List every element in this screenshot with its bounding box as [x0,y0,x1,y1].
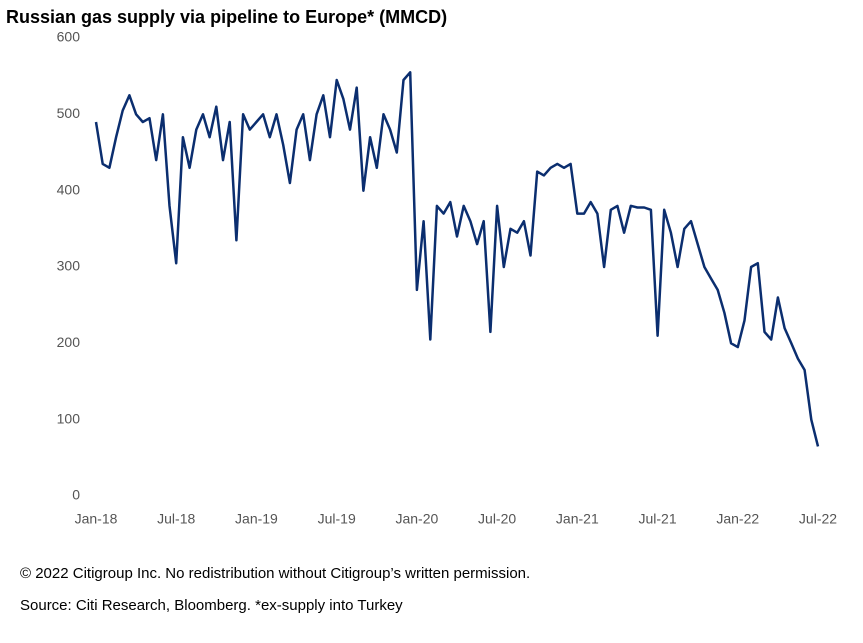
y-tick-label: 200 [57,334,81,350]
x-tick-label: Jul-21 [638,511,676,527]
x-tick-label: Jan-22 [716,511,759,527]
x-tick-label: Jul-22 [799,511,837,527]
x-tick-label: Jan-20 [395,511,438,527]
y-tick-label: 600 [57,29,81,45]
x-tick-label: Jan-18 [75,511,118,527]
x-tick-label: Jul-20 [478,511,516,527]
x-tick-label: Jan-21 [556,511,599,527]
copyright: © 2022 Citigroup Inc. No redistribution … [20,565,530,582]
x-tick-label: Jan-19 [235,511,278,527]
y-tick-label: 100 [57,410,81,426]
chart-title: Russian gas supply via pipeline to Europ… [6,7,447,27]
source: Source: Citi Research, Bloomberg. *ex-su… [20,597,403,614]
y-tick-label: 500 [57,105,81,121]
y-tick-label: 0 [72,487,80,503]
line [94,71,820,447]
y-tick-label: 400 [57,181,81,197]
x-tick-label: Jul-18 [157,511,195,527]
y-tick-label: 300 [57,258,81,274]
x-tick-label: Jul-19 [318,511,356,527]
